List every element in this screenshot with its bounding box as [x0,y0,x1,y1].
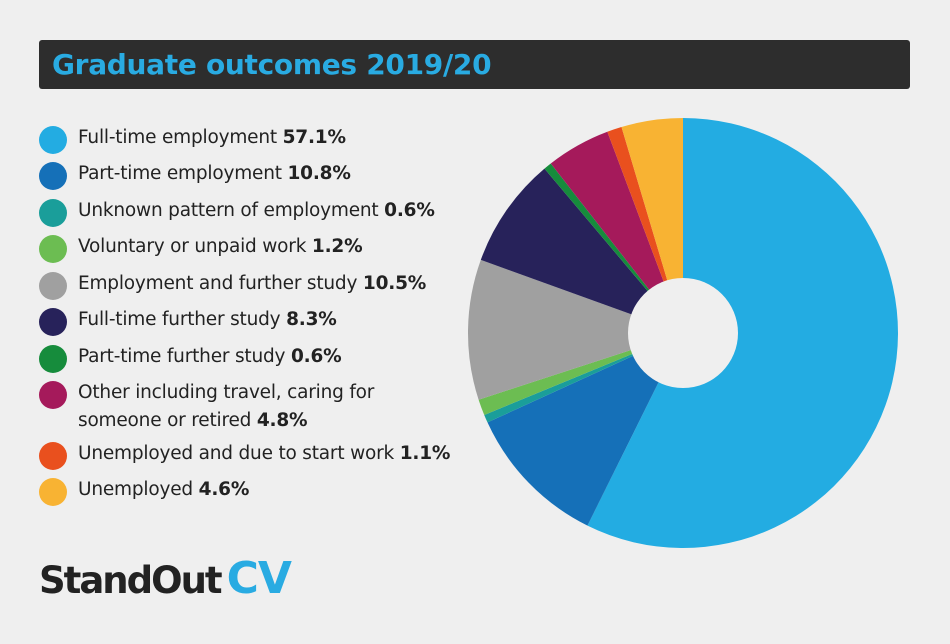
legend-item: Unknown pattern of employment 0.6% [39,197,435,227]
legend-value: 10.8% [287,163,351,184]
legend-label-text: Part-time employment [78,163,282,184]
standoutcv-logo: StandOut CV [39,553,292,604]
legend-label: Unknown pattern of employment 0.6% [78,197,435,225]
legend-label: Employment and further study 10.5% [78,270,426,298]
legend-swatch [39,381,67,409]
legend-swatch [39,308,67,336]
pie-slice-full-time-further-study [480,168,683,333]
legend-label-text: Voluntary or unpaid work [78,236,307,257]
legend-item: Unemployed and due to start work 1.1% [39,440,450,470]
legend-value: 10.5% [362,273,427,294]
pie-slice-employment-and-further-study [467,259,683,400]
legend-item: Voluntary or unpaid work 1.2% [39,233,363,263]
title-bar: Graduate outcomes 2019/20 [39,40,910,89]
legend-label: Voluntary or unpaid work 1.2% [78,233,363,261]
legend-label: Part-time further study 0.6% [78,343,342,371]
legend-label-text: Unemployed and due to start work [78,443,395,464]
legend-swatch [39,162,67,190]
legend-label: Unemployed 4.6% [78,476,249,504]
legend-value: 4.6% [198,479,250,500]
legend-item: Part-time employment 10.8% [39,160,351,190]
legend-swatch [39,442,67,470]
legend-swatch [39,126,67,154]
donut-chart [467,118,898,548]
legend-value: 4.8% [256,410,308,431]
legend-swatch [39,345,67,373]
legend-label-text: Part-time further study [78,346,286,367]
legend-label: Unemployed and due to start work 1.1% [78,440,450,468]
legend-label: Full-time further study 8.3% [78,306,337,334]
pie-slice-unemployed [621,118,683,333]
pie-slice-full-time-employment [587,118,898,548]
legend-label-text: Other including travel, caring for [78,382,375,403]
legend-item: Full-time further study 8.3% [39,306,337,336]
legend-label-text: Full-time further study [78,309,281,330]
legend-value: 0.6% [384,200,435,221]
legend-label: Full-time employment 57.1% [78,124,346,152]
legend-label-text-line2: someone or retired [78,410,252,431]
legend-label-text: Unemployed [78,479,193,500]
legend-item: Full-time employment 57.1% [39,124,346,154]
logo-standout-text: StandOut [39,559,223,602]
legend-value: 1.1% [399,443,451,464]
legend-label-text: Unknown pattern of employment [78,200,379,221]
legend-item: Unemployed 4.6% [39,476,249,506]
legend-swatch [39,478,67,506]
legend-item: Employment and further study 10.5% [39,270,426,300]
legend-swatch [39,235,67,263]
legend-label: Other including travel, caring for someon… [78,379,374,435]
legend-label: Part-time employment 10.8% [78,160,351,188]
legend-value: 1.2% [311,236,363,257]
chart-title: Graduate outcomes 2019/20 [52,48,492,81]
legend-value: 0.6% [290,346,342,367]
legend-item: Other including travel, caring for someon… [39,379,374,435]
pie-slice-other-including-travel-caring-for-someone-or-retired [550,131,683,333]
donut-hole [628,278,738,388]
legend-item: Part-time further study 0.6% [39,343,342,373]
legend-label-text: Employment and further study [78,273,358,294]
legend-swatch [39,199,67,227]
legend-swatch [39,272,67,300]
legend-value: 57.1% [282,127,346,148]
legend-label-text: Full-time employment [78,127,277,148]
pie-slice-voluntary-or-unpaid-work [478,333,683,415]
logo-cv-text: CV [226,553,292,604]
legend-value: 8.3% [286,309,337,330]
pie-slice-part-time-employment [487,333,683,526]
